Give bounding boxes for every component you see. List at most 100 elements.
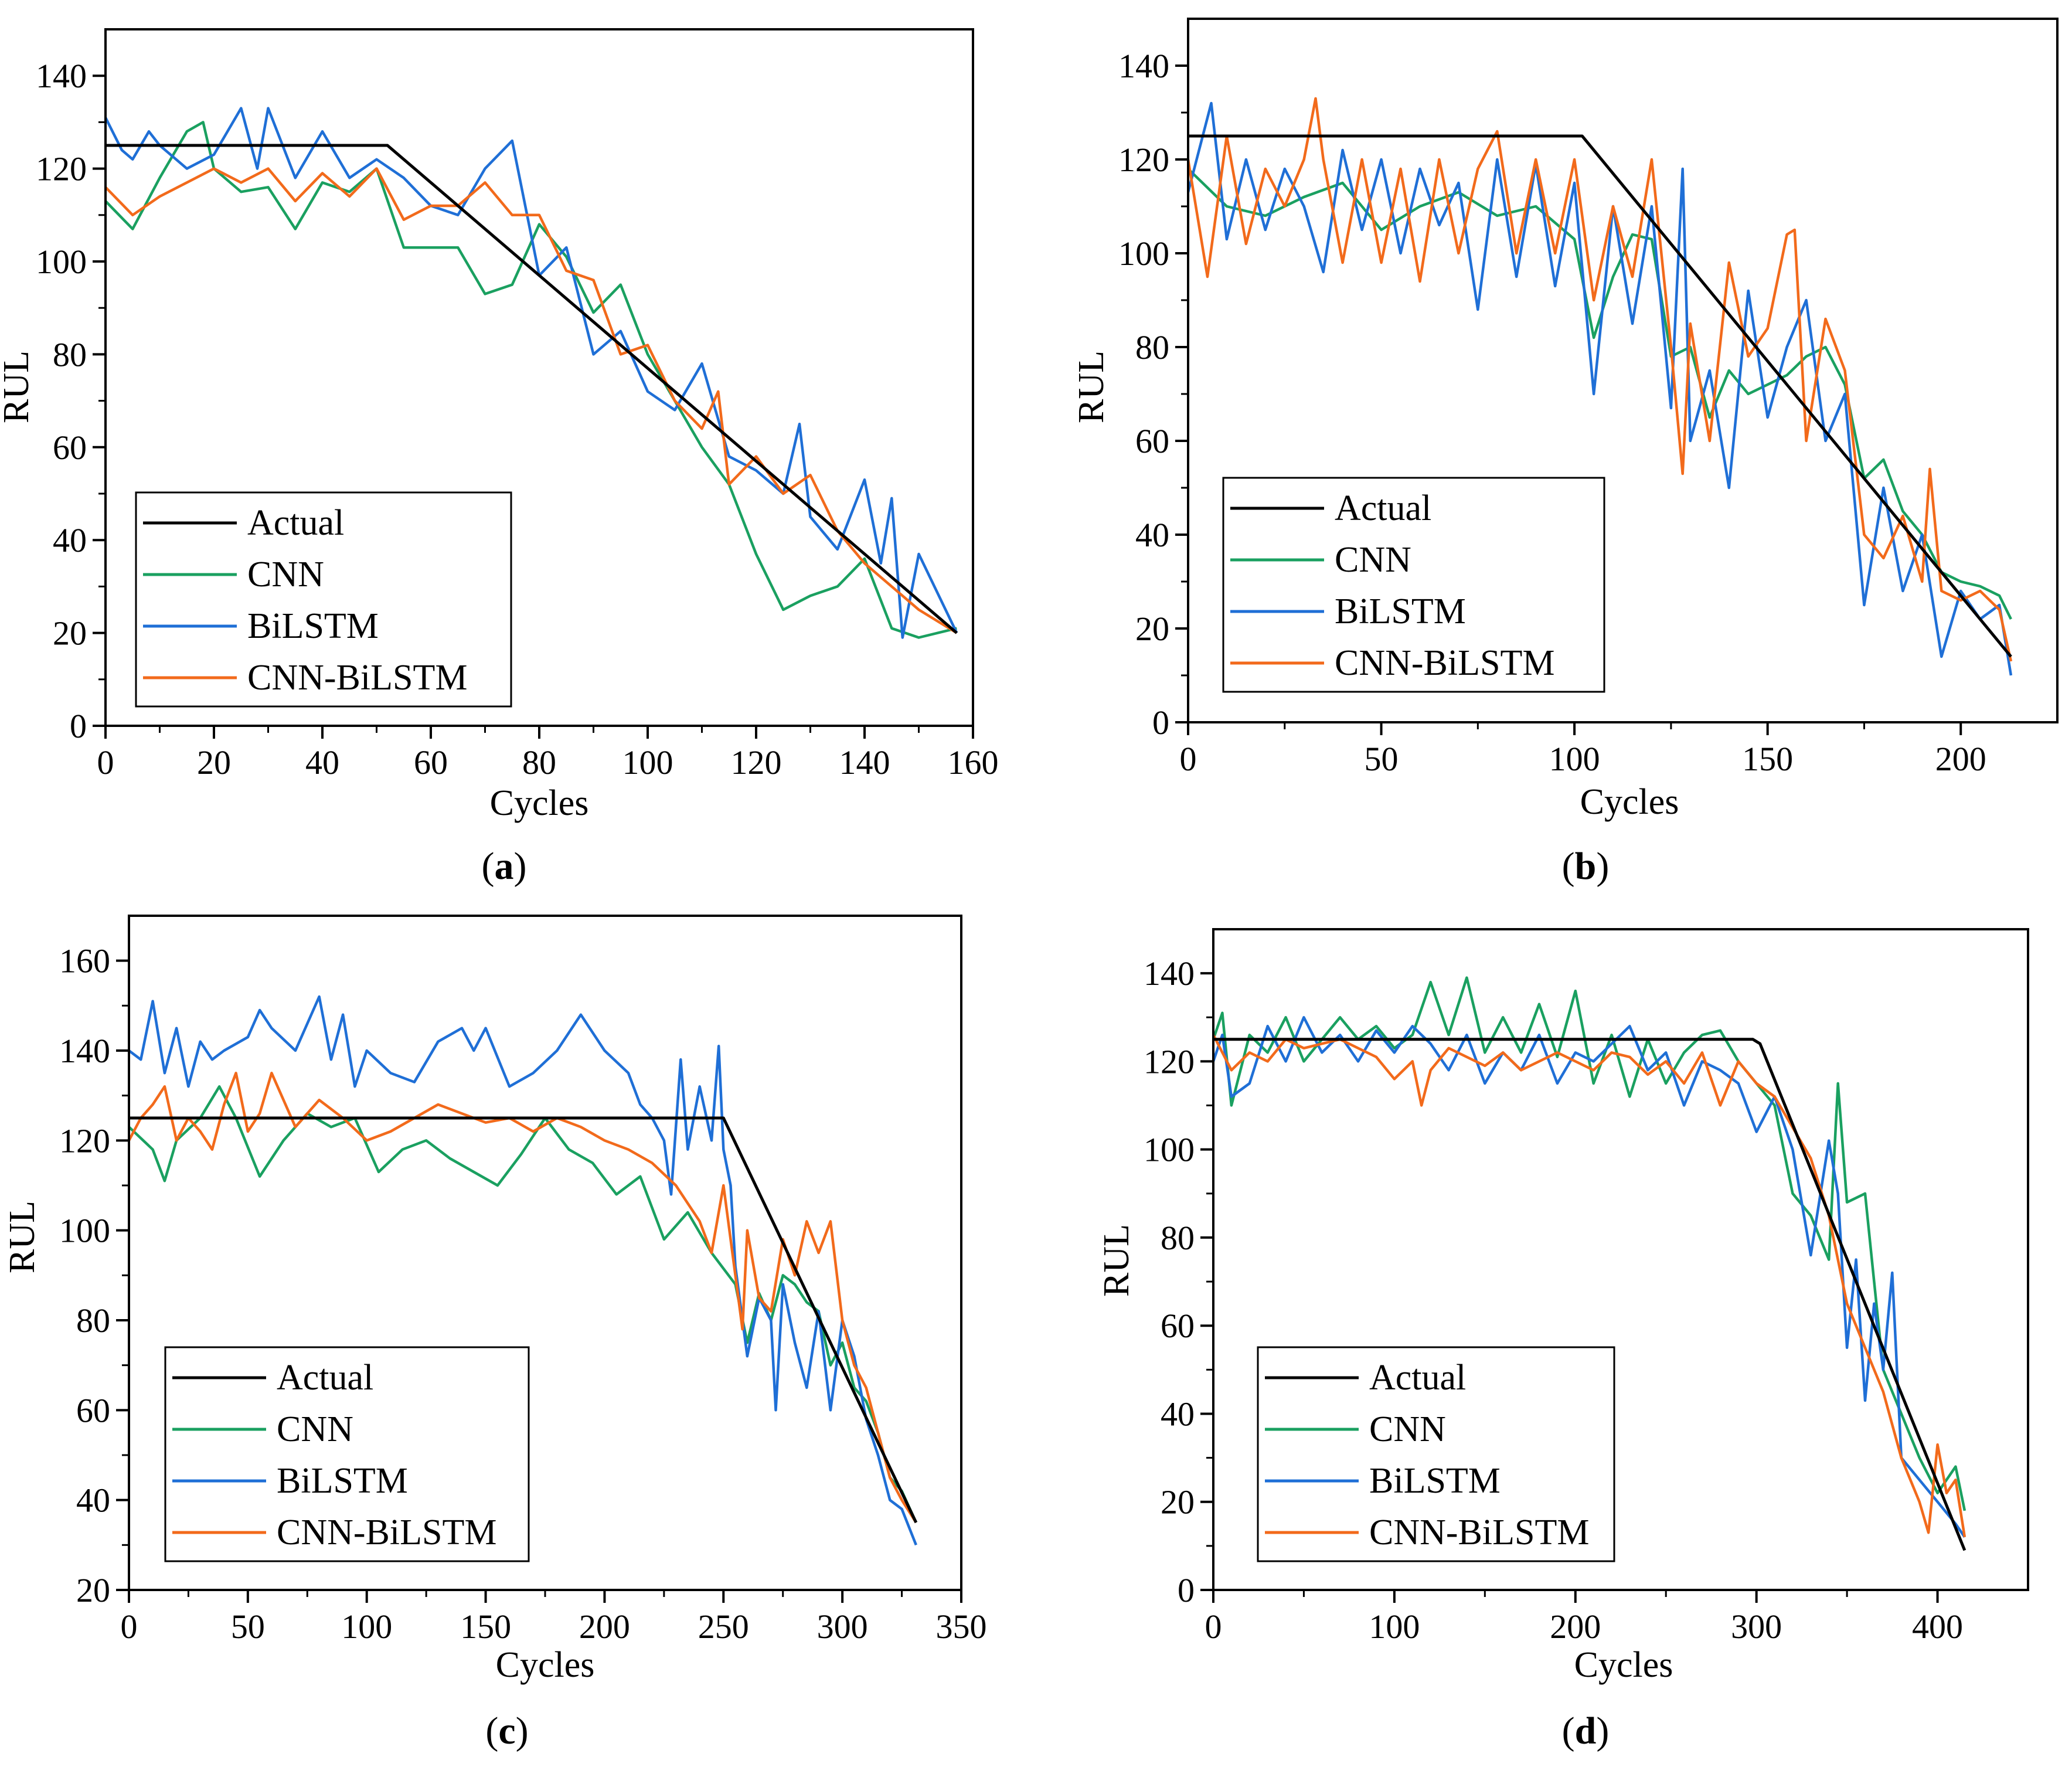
y-tick-label-c-3: 80 [76,1302,110,1340]
series-line-d-actual [1213,1038,1966,1551]
legend-label-b-cnn-bilstm: CNN-BiLSTM [1335,643,1554,683]
series-line-a-bilstm [106,107,958,639]
y-tick-label-b-2: 40 [1135,516,1169,554]
y-tick-label-a-2: 40 [53,521,87,559]
legend-label-c-cnn: CNN [277,1409,353,1449]
y-tick-label-d-1: 20 [1161,1483,1195,1521]
y-tick-label-d-4: 80 [1161,1219,1195,1257]
series-line-c-cnn-bilstm [129,1072,917,1524]
series-line-a-cnn-bilstm [106,167,958,634]
x-tick-label-d-3: 300 [1731,1608,1782,1646]
y-tick-label-a-7: 140 [36,57,87,95]
x-tick-label-c-2: 100 [341,1608,392,1646]
legend-label-a-actual: Actual [247,503,344,543]
series-line-b-cnn-bilstm [1188,97,2013,662]
x-tick-label-a-8: 160 [948,743,999,781]
y-tick-label-b-3: 60 [1135,422,1169,460]
y-axis-title-d: RUL [1097,1224,1137,1297]
y-tick-label-b-4: 80 [1135,328,1169,366]
caption-c-close: ) [515,1710,529,1752]
series-line-d-cnn-bilstm [1213,1034,1966,1538]
y-tick-label-a-5: 100 [36,243,87,281]
x-tick-label-c-3: 150 [460,1608,511,1646]
x-tick-label-d-0: 0 [1205,1608,1222,1646]
legend-box-a [135,491,512,708]
legend-label-b-cnn: CNN [1335,540,1411,580]
caption-c-label: c [498,1710,516,1752]
caption-d-open: ( [1561,1710,1575,1752]
x-axis-title-a: Cycles [490,783,589,823]
caption-a-close: ) [513,845,527,888]
x-tick-label-a-5: 100 [622,743,673,781]
series-line-c-actual [129,1116,918,1524]
x-tick-label-b-2: 100 [1549,740,1600,778]
x-tick-label-a-6: 120 [731,743,782,781]
legend-label-c-actual: Actual [277,1358,373,1398]
plot-frame-d [1212,928,2029,1591]
x-tick-label-c-4: 200 [579,1608,630,1646]
x-tick-label-a-0: 0 [97,743,114,781]
caption-c: (c) [448,1709,566,1754]
legend-box-c [164,1346,530,1562]
series-line-a-actual [106,144,958,634]
y-tick-label-b-1: 20 [1135,610,1169,648]
y-tick-label-a-1: 20 [53,614,87,653]
legend-label-c-cnn-bilstm: CNN-BiLSTM [277,1513,496,1552]
legend-box-b [1222,477,1605,693]
y-axis-title-c: RUL [2,1201,42,1273]
y-tick-label-b-7: 140 [1118,47,1169,85]
x-tick-label-b-3: 150 [1742,740,1793,778]
y-tick-label-a-0: 0 [70,707,87,745]
caption-d: (d) [1527,1709,1644,1754]
caption-b-open: ( [1561,845,1575,888]
x-tick-label-d-1: 100 [1369,1608,1420,1646]
caption-b: (b) [1527,844,1644,889]
y-tick-label-c-0: 20 [76,1571,110,1609]
x-tick-label-d-4: 400 [1912,1608,1963,1646]
series-line-c-bilstm [129,995,917,1546]
legend-label-d-cnn-bilstm: CNN-BiLSTM [1369,1513,1589,1552]
x-axis-title-b: Cycles [1580,782,1679,822]
caption-b-close: ) [1596,845,1610,888]
caption-c-open: ( [485,1710,499,1752]
y-tick-label-d-7: 140 [1144,954,1195,993]
legend-label-d-actual: Actual [1369,1358,1466,1398]
y-tick-label-a-6: 120 [36,150,87,188]
y-tick-label-c-1: 40 [76,1481,110,1520]
caption-d-close: ) [1596,1710,1610,1752]
x-axis-title-d: Cycles [1574,1645,1673,1685]
legend-label-d-bilstm: BiLSTM [1369,1461,1501,1501]
y-tick-label-c-4: 100 [59,1212,110,1250]
legend-label-c-bilstm: BiLSTM [277,1461,408,1501]
caption-b-label: b [1574,845,1597,888]
x-axis-title-c: Cycles [496,1645,595,1685]
plot-frame-b [1187,18,2059,723]
legend-label-a-bilstm: BiLSTM [247,606,379,646]
legend-label-a-cnn: CNN [247,555,324,594]
x-tick-label-c-5: 250 [698,1608,749,1646]
x-tick-label-a-4: 80 [522,743,556,781]
x-tick-label-b-0: 0 [1180,740,1197,778]
y-tick-label-c-2: 60 [76,1391,110,1429]
y-axis-title-a: RUL [0,351,36,423]
x-tick-label-c-7: 350 [936,1608,987,1646]
series-line-d-cnn [1213,976,1966,1511]
legend-label-d-cnn: CNN [1369,1409,1446,1449]
legend-box-d [1257,1346,1615,1562]
x-tick-label-c-6: 300 [817,1608,868,1646]
x-tick-label-b-4: 200 [1935,740,1986,778]
legend-label-b-bilstm: BiLSTM [1335,592,1466,631]
caption-a-label: a [494,845,514,888]
y-tick-label-d-6: 120 [1144,1042,1195,1080]
y-tick-label-b-0: 0 [1152,704,1169,742]
x-tick-label-c-0: 0 [121,1608,138,1646]
y-tick-label-a-3: 60 [53,429,87,467]
y-tick-label-a-4: 80 [53,335,87,373]
x-tick-label-a-2: 40 [305,743,339,781]
series-line-c-cnn [129,1085,917,1523]
